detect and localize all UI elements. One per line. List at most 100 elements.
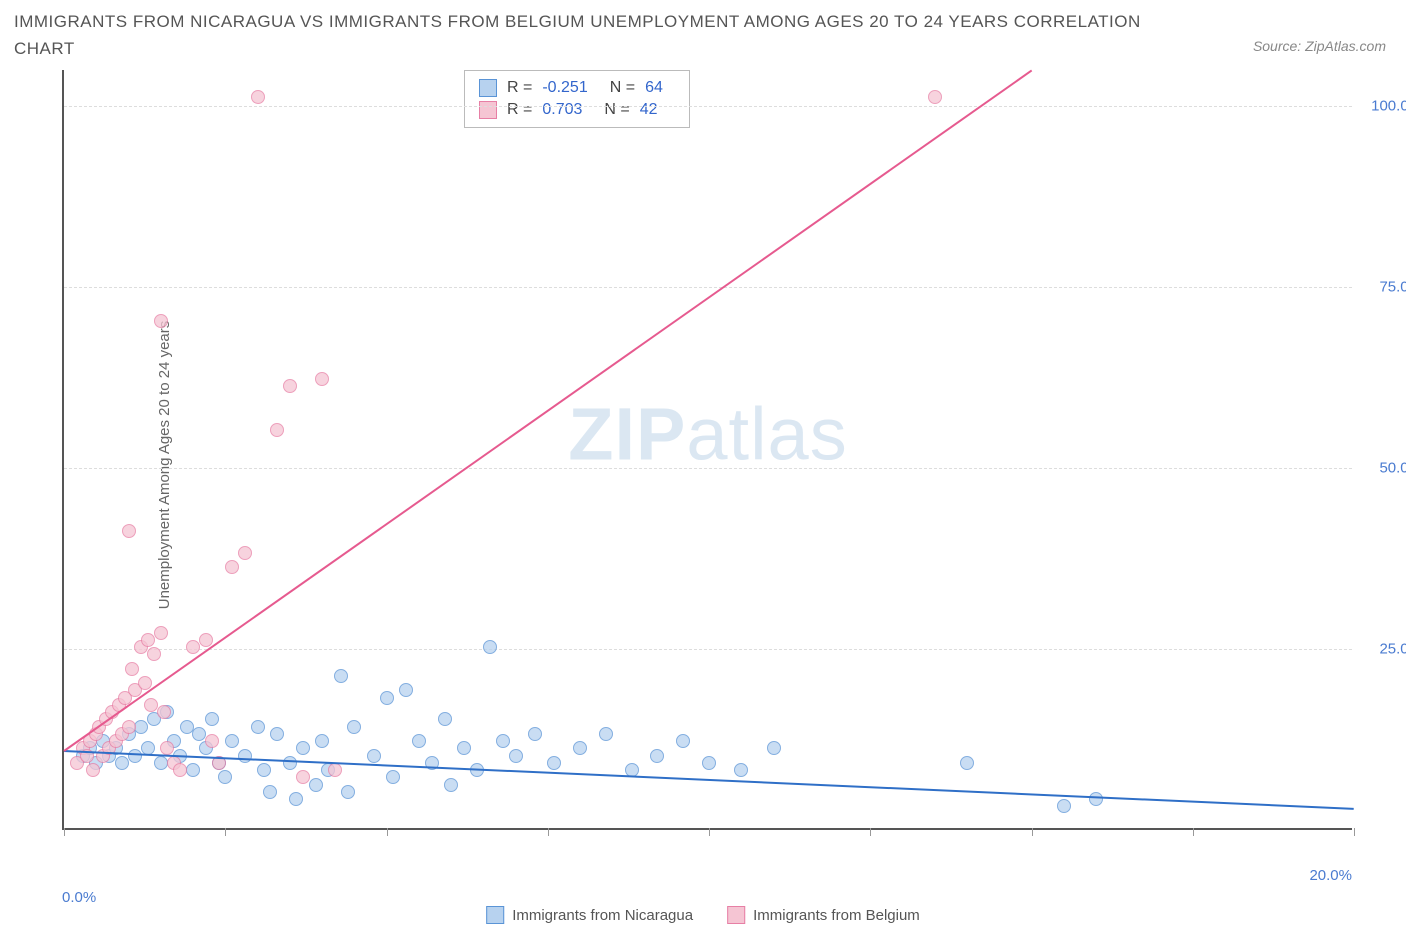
data-point	[173, 763, 187, 777]
data-point	[186, 763, 200, 777]
data-point	[86, 763, 100, 777]
data-point	[154, 314, 168, 328]
data-point	[289, 792, 303, 806]
chart-area: Unemployment Among Ages 20 to 24 years Z…	[50, 70, 1380, 860]
data-point	[380, 691, 394, 705]
x-axis-max-label: 20.0%	[1309, 867, 1352, 884]
data-point	[296, 770, 310, 784]
y-tick-label: 75.0%	[1379, 279, 1406, 296]
n-value: 64	[645, 79, 663, 97]
x-tick	[870, 828, 871, 836]
x-tick	[1032, 828, 1033, 836]
data-point	[157, 705, 171, 719]
plot-region: ZIPatlas R =-0.251N =64R =0.703N =42 25.…	[62, 70, 1352, 830]
data-point	[496, 734, 510, 748]
x-tick	[64, 828, 65, 836]
source-attribution: Source: ZipAtlas.com	[1253, 38, 1386, 54]
data-point	[412, 734, 426, 748]
data-point	[134, 720, 148, 734]
legend-item: Immigrants from Belgium	[727, 906, 920, 924]
gridline	[64, 468, 1352, 469]
data-point	[547, 756, 561, 770]
data-point	[767, 741, 781, 755]
data-point	[444, 778, 458, 792]
data-point	[122, 720, 136, 734]
legend-swatch	[727, 906, 745, 924]
data-point	[192, 727, 206, 741]
data-point	[154, 626, 168, 640]
gridline	[64, 649, 1352, 650]
chart-title: IMMIGRANTS FROM NICARAGUA VS IMMIGRANTS …	[14, 8, 1164, 62]
data-point	[218, 770, 232, 784]
data-point	[1057, 799, 1071, 813]
data-point	[960, 756, 974, 770]
data-point	[141, 633, 155, 647]
n-label: N =	[610, 79, 635, 97]
stats-legend-box: R = -0.251 N = 64 R = 0.703 N = 42	[464, 70, 690, 128]
data-point	[283, 379, 297, 393]
data-point	[328, 763, 342, 777]
r-value: 0.703	[542, 101, 582, 119]
data-point	[199, 633, 213, 647]
data-point	[125, 662, 139, 676]
data-point	[186, 640, 200, 654]
data-point	[509, 749, 523, 763]
data-point	[483, 640, 497, 654]
data-point	[147, 647, 161, 661]
data-point	[315, 734, 329, 748]
data-point	[734, 763, 748, 777]
r-value: -0.251	[542, 79, 587, 97]
x-tick	[225, 828, 226, 836]
data-point	[144, 698, 158, 712]
legend-item: Immigrants from Nicaragua	[486, 906, 693, 924]
r-label: R =	[507, 101, 532, 119]
legend-label: Immigrants from Nicaragua	[512, 907, 693, 924]
stats-row: R = 0.703 N = 42	[479, 99, 675, 121]
data-point	[180, 720, 194, 734]
series-swatch	[479, 101, 497, 119]
n-label: N =	[604, 101, 629, 119]
data-point	[251, 720, 265, 734]
data-point	[296, 741, 310, 755]
data-point	[341, 785, 355, 799]
data-point	[650, 749, 664, 763]
data-point	[676, 734, 690, 748]
n-value: 42	[640, 101, 658, 119]
data-point	[257, 763, 271, 777]
series-swatch	[479, 79, 497, 97]
x-tick	[709, 828, 710, 836]
data-point	[399, 683, 413, 697]
y-tick-label: 25.0%	[1379, 641, 1406, 658]
data-point	[128, 749, 142, 763]
data-point	[457, 741, 471, 755]
data-point	[154, 756, 168, 770]
legend-label: Immigrants from Belgium	[753, 907, 920, 924]
y-tick-label: 50.0%	[1379, 460, 1406, 477]
data-point	[238, 546, 252, 560]
data-point	[599, 727, 613, 741]
gridline	[64, 106, 1352, 107]
data-point	[225, 560, 239, 574]
data-point	[367, 749, 381, 763]
data-point	[225, 734, 239, 748]
data-point	[315, 372, 329, 386]
stats-row: R = -0.251 N = 64	[479, 77, 675, 99]
data-point	[928, 90, 942, 104]
data-point	[347, 720, 361, 734]
data-point	[334, 669, 348, 683]
r-label: R =	[507, 79, 532, 97]
x-axis-min-label: 0.0%	[62, 889, 96, 906]
data-point	[205, 734, 219, 748]
y-tick-label: 100.0%	[1371, 98, 1406, 115]
x-tick	[1354, 828, 1355, 836]
bottom-legend: Immigrants from Nicaragua Immigrants from…	[486, 906, 920, 924]
data-point	[263, 785, 277, 799]
data-point	[573, 741, 587, 755]
data-point	[160, 741, 174, 755]
data-point	[238, 749, 252, 763]
watermark: ZIPatlas	[568, 391, 847, 476]
data-point	[251, 90, 265, 104]
data-point	[115, 756, 129, 770]
gridline	[64, 287, 1352, 288]
data-point	[702, 756, 716, 770]
